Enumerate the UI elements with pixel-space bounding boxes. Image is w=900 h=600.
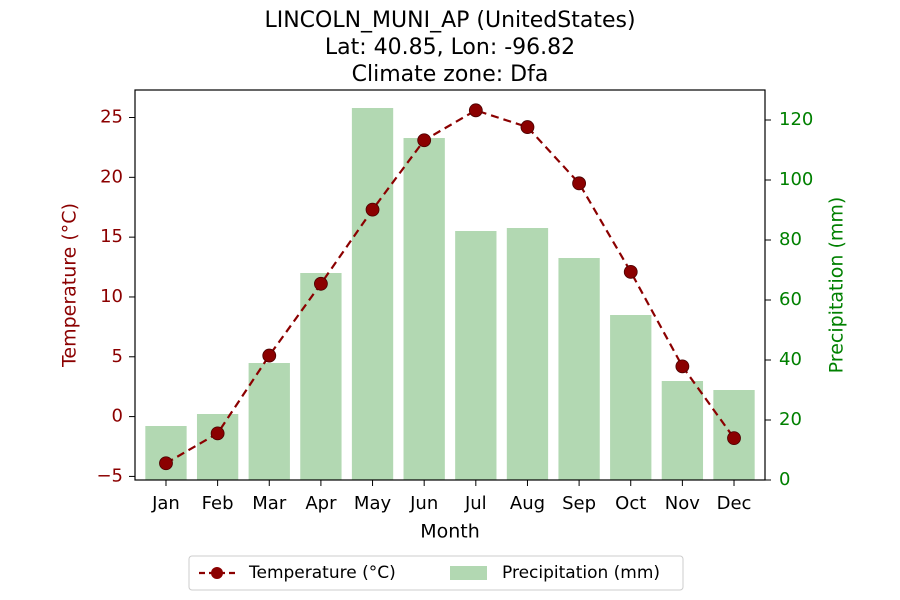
right-tick-label: 80 xyxy=(779,229,802,250)
legend-precipitation-label: Precipitation (mm) xyxy=(502,563,660,583)
x-tick-label-jun: Jun xyxy=(409,493,438,514)
left-tick-label: −5 xyxy=(96,465,123,486)
temperature-point-oct xyxy=(623,264,638,279)
x-tick-label-jul: Jul xyxy=(464,493,487,514)
left-axis-label: Temperature (°C) xyxy=(59,203,81,368)
temperature-point-may xyxy=(365,202,380,217)
precipitation-bar-jan xyxy=(145,426,187,480)
temperature-series xyxy=(159,103,741,471)
precipitation-bars xyxy=(145,108,755,480)
left-tick-label: 5 xyxy=(112,346,123,367)
right-tick-label: 60 xyxy=(779,289,802,310)
temperature-point-dec xyxy=(727,431,741,446)
x-axis: Jan Feb Mar Apr May Jun Jul Aug Sep Oct Nov Dec xyxy=(151,480,751,514)
temperature-point-jul xyxy=(468,103,483,118)
legend-box xyxy=(188,555,684,591)
x-axis-label: Month xyxy=(420,521,480,543)
right-tick-label: 0 xyxy=(779,469,790,490)
x-tick-label-may: May xyxy=(354,493,392,514)
left-axis: −5 0 5 10 15 20 25 xyxy=(96,107,135,486)
right-tick-label: 20 xyxy=(779,409,802,430)
legend-temperature-marker-icon xyxy=(211,567,223,579)
right-tick-label: 120 xyxy=(779,109,813,130)
left-tick-label: 15 xyxy=(100,226,123,247)
temperature-point-apr xyxy=(314,276,328,291)
plot-frame xyxy=(134,89,766,481)
temperature-point-jun xyxy=(417,133,432,148)
left-tick-label: 10 xyxy=(100,286,123,307)
title-line-station: LINCOLN_MUNI_AP (UnitedStates) xyxy=(264,8,635,33)
temperature-point-jan xyxy=(159,456,173,471)
legend: Temperature (°C) Precipitation (mm) xyxy=(188,555,684,591)
x-tick-label-mar: Mar xyxy=(252,493,287,514)
precipitation-bar-nov xyxy=(661,381,704,480)
legend-precipitation-swatch-icon xyxy=(450,566,487,580)
temperature-point-nov xyxy=(675,359,690,374)
precipitation-bar-aug xyxy=(506,228,549,480)
x-tick-label-aug: Aug xyxy=(510,493,545,514)
x-tick-label-jan: Jan xyxy=(151,493,180,514)
precipitation-bar-mar xyxy=(248,363,290,480)
title-line-coordinates: Lat: 40.85, Lon: -96.82 xyxy=(325,35,575,60)
left-tick-label: 20 xyxy=(100,166,123,187)
chart-title: LINCOLN_MUNI_AP (UnitedStates) Lat: 40.8… xyxy=(264,8,635,87)
x-tick-label-sep: Sep xyxy=(562,493,596,514)
temperature-point-mar xyxy=(262,348,277,363)
temperature-point-feb xyxy=(210,426,225,441)
precipitation-bar-feb xyxy=(196,414,239,480)
x-tick-label-nov: Nov xyxy=(665,493,700,514)
legend-temperature-label: Temperature (°C) xyxy=(248,563,396,583)
precipitation-bar-jun xyxy=(403,138,445,480)
x-tick-label-apr: Apr xyxy=(305,493,337,514)
temperature-point-sep xyxy=(572,176,586,191)
precipitation-bar-sep xyxy=(558,258,600,480)
temperature-line xyxy=(165,109,735,465)
left-tick-label: 0 xyxy=(112,406,123,427)
right-axis: 0 20 40 60 80 100 120 xyxy=(765,109,813,490)
precipitation-bar-jul xyxy=(455,231,497,480)
right-tick-label: 100 xyxy=(779,169,813,190)
precipitation-bar-may xyxy=(351,108,394,480)
x-tick-label-feb: Feb xyxy=(202,493,234,514)
right-axis-label: Precipitation (mm) xyxy=(826,197,848,374)
title-line-climate-zone: Climate zone: Dfa xyxy=(352,62,549,87)
temperature-point-aug xyxy=(520,120,535,134)
left-tick-label: 25 xyxy=(100,107,123,128)
x-tick-label-dec: Dec xyxy=(717,493,752,514)
precipitation-bar-oct xyxy=(610,315,652,480)
precipitation-bar-apr xyxy=(300,273,342,480)
right-tick-label: 40 xyxy=(779,349,802,370)
x-tick-label-oct: Oct xyxy=(615,493,646,514)
